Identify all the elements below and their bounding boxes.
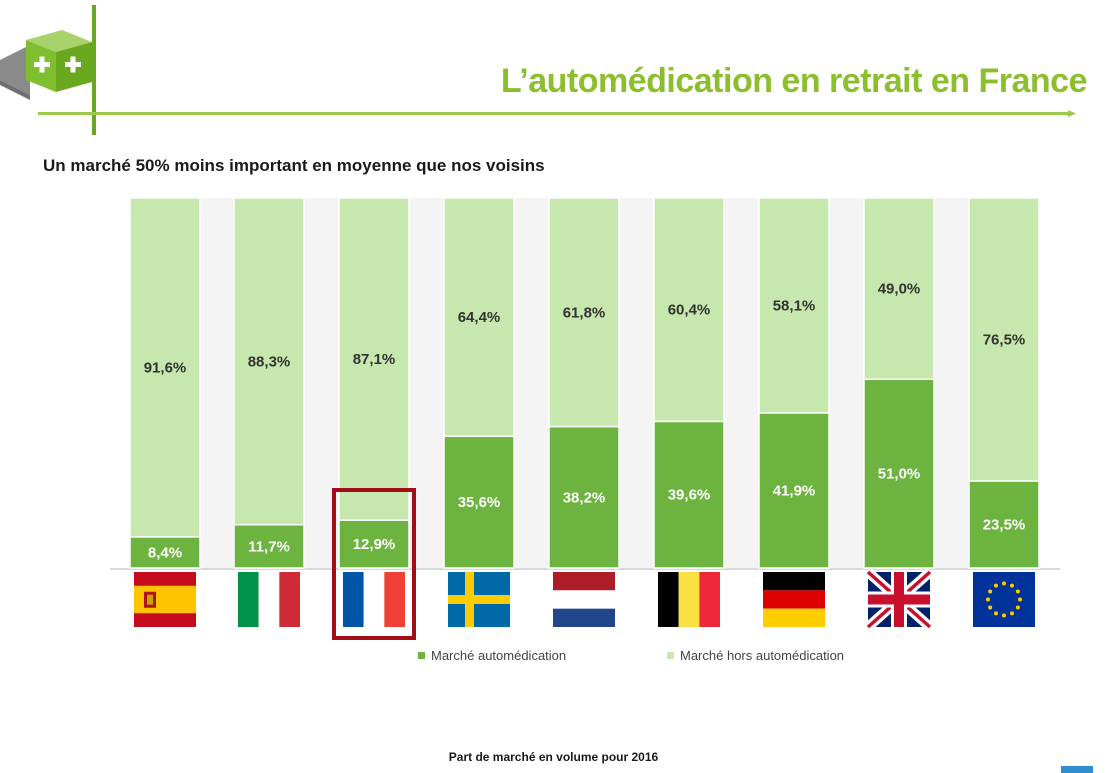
netherlands-flag-icon bbox=[553, 572, 615, 627]
bar-self-pays-bas bbox=[548, 425, 620, 569]
chart-subtitle: Un marché 50% moins important en moyenne… bbox=[43, 156, 545, 175]
bar-nonself-pays-bas bbox=[548, 197, 620, 428]
bar-self-allemagne bbox=[758, 412, 830, 569]
germany-flag-icon bbox=[763, 572, 825, 627]
bar-gap bbox=[514, 198, 549, 568]
data-label-nonself-royaume-uni: 49,0% bbox=[878, 281, 921, 298]
bar-self-suede bbox=[443, 435, 515, 569]
bar-gap bbox=[200, 198, 234, 568]
data-label-self-italie: 11,7% bbox=[248, 538, 290, 555]
data-label-nonself-espagne: 91,6% bbox=[144, 359, 187, 376]
legend-item-non-self-medication: Marché hors automédication bbox=[667, 648, 844, 663]
legend-label-nonself: Marché hors automédication bbox=[680, 648, 845, 663]
data-label-nonself-pays-bas: 61,8% bbox=[563, 304, 606, 321]
bar-nonself-france bbox=[338, 197, 410, 522]
data-label-self-royaume-uni: 51,0% bbox=[878, 466, 921, 483]
bar-gap bbox=[934, 198, 969, 568]
data-label-nonself-suede: 64,4% bbox=[458, 309, 501, 326]
bar-nonself-espagne bbox=[129, 197, 201, 538]
data-label-self-suede: 35,6% bbox=[458, 494, 501, 511]
data-label-nonself-belgique: 60,4% bbox=[668, 302, 711, 319]
bar-nonself-italie bbox=[233, 197, 305, 526]
page-indicator-bar bbox=[1061, 766, 1093, 773]
bar-self-espagne bbox=[129, 536, 201, 569]
baseline bbox=[110, 568, 1060, 570]
data-label-self-belgique: 39,6% bbox=[668, 487, 711, 504]
belgium-flag-icon bbox=[658, 572, 720, 627]
data-label-self-espagne: 8,4% bbox=[148, 544, 182, 561]
eu-flag-icon bbox=[973, 572, 1035, 627]
data-label-self-pays-bas: 38,2% bbox=[563, 489, 606, 506]
bar-nonself-royaume-uni bbox=[863, 197, 935, 381]
logo-cube-icon bbox=[0, 5, 96, 135]
sweden-flag-icon bbox=[448, 572, 510, 627]
bar-gap bbox=[724, 198, 759, 568]
page-title: L’automédication en retrait en France bbox=[500, 62, 1088, 100]
data-label-nonself-allemagne: 58,1% bbox=[773, 297, 816, 314]
bar-self-france bbox=[338, 519, 410, 569]
bar-self-italie bbox=[233, 523, 305, 569]
bar-nonself-suede bbox=[443, 197, 515, 438]
legend-swatch-self bbox=[418, 652, 425, 659]
data-label-self-france: 12,9% bbox=[353, 536, 396, 553]
italy-flag-icon bbox=[238, 572, 300, 627]
data-label-self-union-europeenne: 23,5% bbox=[983, 517, 1026, 534]
bar-self-union-europeenne bbox=[968, 480, 1040, 569]
france-flag-icon bbox=[343, 572, 405, 627]
bar-gap bbox=[619, 198, 654, 568]
legend-label-self: Marché automédication bbox=[431, 648, 567, 663]
bar-self-royaume-uni bbox=[863, 378, 935, 569]
highlight-box-france bbox=[332, 488, 416, 640]
data-label-nonself-italie: 88,3% bbox=[248, 353, 291, 370]
uk-flag-icon bbox=[864, 568, 934, 631]
bar-nonself-belgique bbox=[653, 197, 725, 423]
legend-item-self-medication: Marché automédication bbox=[418, 648, 566, 663]
data-label-nonself-france: 87,1% bbox=[353, 351, 396, 368]
bar-self-belgique bbox=[653, 420, 725, 569]
title-underline bbox=[38, 110, 1076, 117]
chart-footnote: Part de marché en volume pour 2016 bbox=[448, 750, 659, 764]
spain-flag-icon bbox=[134, 572, 196, 627]
bar-gap bbox=[829, 198, 864, 568]
data-label-nonself-union-europeenne: 76,5% bbox=[983, 332, 1026, 349]
legend-swatch-nonself bbox=[667, 652, 674, 659]
bar-nonself-allemagne bbox=[758, 197, 830, 414]
data-label-self-allemagne: 41,9% bbox=[773, 482, 816, 499]
